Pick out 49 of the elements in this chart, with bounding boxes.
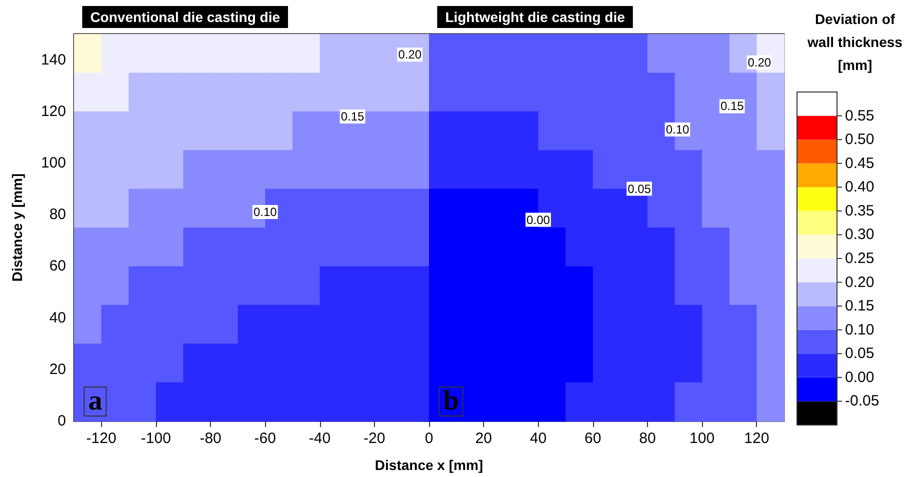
y-tick-label: 40 [49, 309, 66, 326]
y-tick-label: 100 [40, 154, 66, 172]
y-tick-label: 60 [49, 258, 66, 275]
x-tick-label: -100 [140, 430, 171, 447]
color-bar-label: 0.15 [845, 298, 874, 315]
color-bar-label: 0.25 [845, 250, 874, 267]
x-tick-label: 100 [690, 430, 715, 447]
color-bar-label: 0.30 [845, 226, 874, 244]
annotation: 0.15 [720, 99, 744, 114]
x-tick-label: -80 [200, 430, 222, 447]
annotation: 0.15 [340, 110, 365, 124]
annotation: 0.20 [748, 55, 772, 70]
color-bar-title: Deviation of wall thickness [mm] [806, 11, 903, 73]
color-bar-label: 0.10 [845, 321, 874, 338]
color-bar-label: 0.20 [845, 274, 874, 291]
y-tick-label: 140 [40, 51, 66, 68]
x-tick-label: 20 [475, 430, 492, 447]
x-tick-label: 120 [744, 430, 770, 447]
y-tick-label: 120 [40, 102, 66, 120]
color-bar-label: 0.50 [845, 131, 874, 148]
color-bar-label: 0.40 [845, 178, 874, 196]
annotation: 0.10 [253, 205, 278, 220]
y-axis-title: Distance y [mm] [9, 173, 25, 282]
annotation: 0.00 [526, 212, 550, 227]
x-tick-label: -60 [254, 430, 276, 447]
x-tick-label: 0 [424, 430, 434, 447]
x-tick-label: 40 [530, 430, 547, 447]
annotation: a [88, 386, 102, 416]
annotation: b [443, 386, 459, 416]
color-bar-label: 0.45 [845, 154, 874, 172]
y-tick-label: 80 [49, 206, 66, 224]
x-tick-label: 80 [639, 430, 656, 447]
color-bar-label: 0.00 [845, 368, 874, 386]
x-tick-label: -40 [308, 430, 331, 447]
text: Lightweight die casting die [445, 9, 626, 25]
text: Conventional die casting die [90, 9, 280, 25]
x-tick-label: 60 [584, 430, 602, 447]
x-tick-label: -20 [364, 430, 386, 447]
color-bar-label: 0.35 [845, 202, 874, 220]
color-bar-label: 0.05 [845, 345, 874, 362]
annotation: 0.10 [666, 122, 690, 136]
annotation: 0.05 [628, 182, 652, 196]
x-axis-title: Distance x [mm] [374, 457, 484, 473]
annotation: 0.20 [398, 48, 422, 62]
x-tick-label: -120 [86, 430, 116, 447]
color-bar-label: 0.55 [845, 107, 874, 124]
y-tick-label: 20 [49, 360, 66, 378]
y-tick-label: 0 [58, 412, 66, 430]
color-bar-label: -0.05 [845, 392, 880, 410]
